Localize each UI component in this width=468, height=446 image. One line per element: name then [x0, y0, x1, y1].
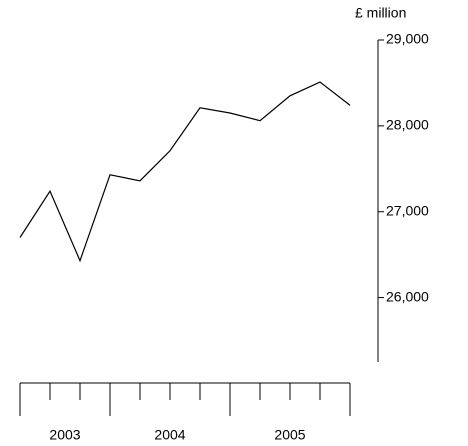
- y-tick-label: 27,000: [386, 202, 429, 218]
- x-group-label: 2005: [274, 427, 305, 443]
- y-tick-label: 26,000: [386, 288, 429, 304]
- y-tick-label: 29,000: [386, 31, 429, 47]
- y-tick-label: 28,000: [386, 117, 429, 133]
- x-group-label: 2004: [154, 427, 185, 443]
- x-group-label: 2003: [49, 427, 80, 443]
- y-axis-label: £ million: [355, 5, 406, 21]
- data-line: [19, 81, 351, 263]
